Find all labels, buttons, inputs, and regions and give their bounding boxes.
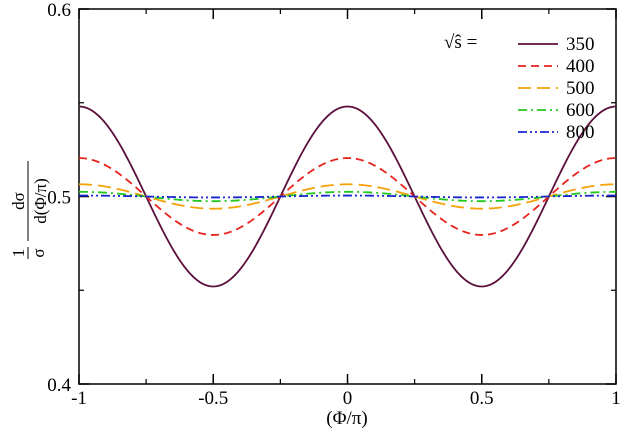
y-axis-title-deriv-num: dσ	[9, 192, 28, 210]
series-line-800	[79, 194, 616, 199]
legend-label-600: 600	[566, 100, 595, 121]
legend-label-350: 350	[566, 34, 595, 55]
series-line-350	[78, 105, 617, 288]
x-axis: -1 -0.5 0 0.5 1	[71, 9, 621, 409]
y-tick-label: 0.6	[47, 0, 71, 21]
legend-label-800: 800	[566, 122, 595, 143]
y-tick-label: 0.5	[47, 188, 71, 209]
x-tick-label: 1	[611, 388, 621, 409]
series-line-600	[78, 190, 617, 203]
x-tick-label: 0	[343, 388, 353, 409]
x-tick-label: -0.5	[198, 388, 228, 409]
y-axis-title-deriv-den: d(Φ/π)	[31, 178, 50, 224]
y-axis-title: 1 σ dσ d(Φ/π)	[9, 161, 50, 259]
y-axis: 0.4 0.5 0.6	[47, 0, 616, 396]
x-axis-title: (Φ/π)	[326, 408, 367, 429]
legend-title: √ŝ =	[444, 32, 477, 53]
y-axis-title-prefactor-num: 1	[9, 249, 28, 258]
x-tick-label: -1	[71, 388, 87, 409]
legend-label-400: 400	[566, 56, 595, 77]
series-lines	[78, 105, 617, 288]
legend-label-500: 500	[566, 78, 595, 99]
y-axis-title-prefactor-den: σ	[29, 248, 48, 257]
y-tick-label: 0.4	[47, 375, 71, 396]
series-line-400	[78, 157, 617, 236]
x-tick-label: 0.5	[470, 388, 494, 409]
series-line-500	[78, 183, 617, 210]
